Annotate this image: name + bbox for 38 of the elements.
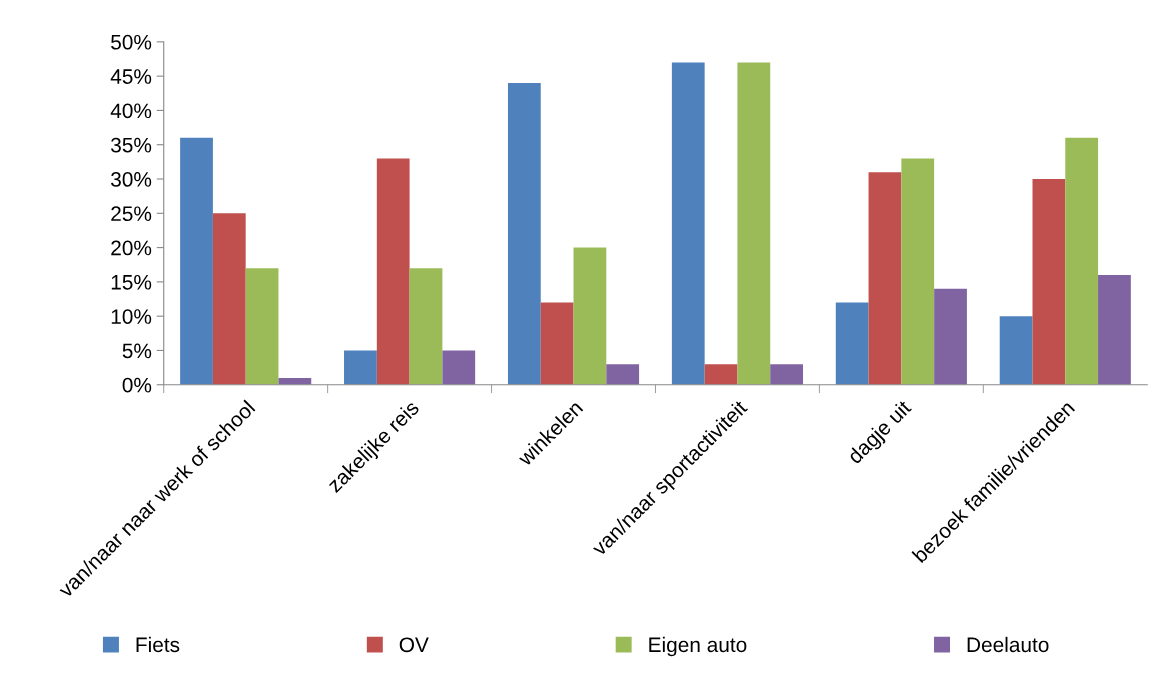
y-tick-label: 30% [111,172,152,187]
bar [671,62,705,385]
bar [770,364,804,385]
y-tick-label: 0% [122,377,152,393]
bar [507,83,541,385]
bar [606,364,640,385]
bar [344,350,377,385]
bar [212,213,246,385]
bar [442,350,476,385]
y-tick-label: 45% [110,69,152,84]
y-tick-label: 50% [111,34,152,50]
bar [999,316,1033,385]
bar [934,288,967,385]
legend-label: Fiets [136,636,180,653]
legend-label: Deelauto [967,636,1049,653]
bar [1065,137,1099,385]
bar [409,268,443,385]
y-tick-label: 35% [111,137,152,153]
bar [868,172,902,385]
bar [835,302,869,385]
y-tick-label: 10% [111,309,152,324]
bar [901,158,935,385]
bar [1098,275,1131,385]
bar [376,158,410,385]
bar [573,247,607,385]
y-tick-label: 15% [111,274,152,290]
bar [737,62,771,385]
legend-label: OV [399,637,429,653]
legend-label: Eigen auto [649,636,747,657]
bar [1032,179,1066,385]
bar [704,364,738,385]
bar [540,302,574,385]
y-tick-label: 25% [111,206,152,222]
bar [180,137,213,385]
y-tick-label: 20% [111,240,152,256]
y-tick-label: 5% [122,343,152,359]
y-tick-label: 40% [110,103,152,119]
bar [245,268,279,385]
